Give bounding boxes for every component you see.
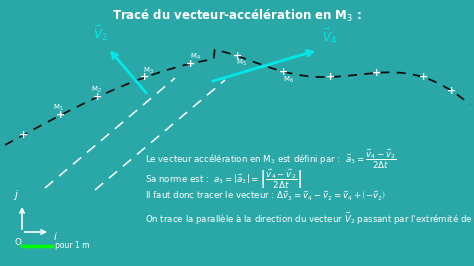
Text: $\vec{V}_2$: $\vec{V}_2$ (93, 24, 107, 43)
Text: +: + (233, 51, 242, 61)
Text: pour 1 m: pour 1 m (55, 242, 90, 251)
Text: Sa norme est :  $a_3 = \left|\vec{a}_3\right| = \left|\dfrac{\vec{v}_4 - \vec{v}: Sa norme est : $a_3 = \left|\vec{a}_3\ri… (145, 168, 302, 191)
Text: $\vec{V}_4$: $\vec{V}_4$ (322, 27, 337, 46)
Text: M$_4$: M$_4$ (190, 51, 201, 62)
Text: Il faut donc tracer le vecteur : $\Delta\vec{v}_3 = \vec{v}_4 - \vec{v}_2 = \vec: Il faut donc tracer le vecteur : $\Delta… (145, 188, 386, 202)
Text: +: + (419, 72, 428, 82)
Text: +: + (56, 110, 65, 120)
Text: M$_6$: M$_6$ (283, 75, 293, 85)
Text: +: + (447, 86, 456, 96)
Text: $j$: $j$ (13, 188, 19, 202)
Text: M$_5$: M$_5$ (236, 58, 247, 68)
Text: Tracé du vecteur-accélération en M$_3$ :: Tracé du vecteur-accélération en M$_3$ : (112, 8, 362, 24)
Text: M$_1$: M$_1$ (54, 103, 64, 113)
Text: Le vecteur accélération en M$_3$ est défini par :  $\vec{a}_3 = \dfrac{\vec{v}_4: Le vecteur accélération en M$_3$ est déf… (145, 148, 397, 171)
Text: M$_2$: M$_2$ (91, 85, 101, 95)
Text: +: + (326, 72, 335, 82)
Text: +: + (93, 92, 103, 102)
Text: O: O (15, 238, 21, 247)
Text: +: + (140, 73, 149, 82)
Text: M$_3$: M$_3$ (143, 65, 154, 76)
Text: +: + (186, 59, 196, 69)
Text: On trace la parallèle à la direction du vecteur $\vec{V}_2$ passant par l'extrém: On trace la parallèle à la direction du … (145, 211, 474, 227)
Text: +: + (19, 130, 28, 140)
Text: $i$: $i$ (53, 230, 58, 242)
Text: +: + (279, 67, 289, 77)
Text: +: + (373, 68, 382, 78)
